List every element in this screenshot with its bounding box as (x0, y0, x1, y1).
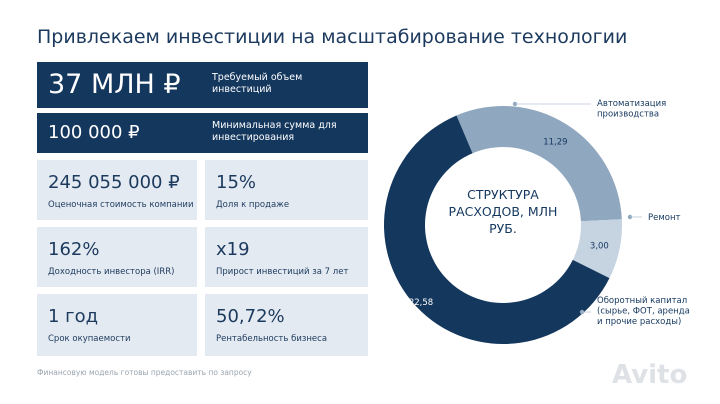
stat-card: 15% Доля к продаже (205, 160, 368, 220)
stat-value: x19 (216, 239, 250, 260)
watermark: Avito (612, 360, 688, 390)
data-label: 3,00 (590, 241, 609, 251)
stat-card: 50,72% Рентабельность бизнеса (205, 294, 368, 356)
highlight-label: Минимальная сумма для инвестирования (212, 120, 337, 143)
title: Привлекаем инвестиции на масштабирование… (37, 26, 628, 48)
highlight-value: 100 000 ₽ (48, 122, 140, 143)
donut-segment (384, 115, 610, 344)
stat-label: Прирост инвестиций за 7 лет (216, 267, 349, 277)
stat-value: 50,72% (216, 306, 285, 327)
stat-value: 245 055 000 ₽ (48, 172, 180, 193)
stat-label: Рентабельность бизнеса (216, 334, 328, 344)
stat-card: 162% Доходность инвестора (IRR) (37, 227, 197, 287)
chart-title: СТРУКТУРА РАСХОДОВ, МЛН РУБ. (449, 187, 558, 236)
footnote: Финансовую модель готовы предоставить по… (37, 368, 252, 377)
stat-card: 245 055 000 ₽ Оценочная стоимость компани… (37, 160, 197, 220)
highlight-value: 37 МЛН ₽ (48, 69, 181, 100)
legend-label: Оборотный капитал (сырье, ФОТ, аренда и пр… (597, 296, 690, 327)
stat-label: Оценочная стоимость компании (48, 200, 194, 210)
stat-value: 15% (216, 172, 257, 193)
stat-card: 1 год Срок окупаемости (37, 294, 197, 356)
stat-value: 162% (48, 239, 100, 260)
stat-label: Срок окупаемости (48, 334, 131, 344)
stat-label: Доля к продаже (216, 200, 290, 210)
highlight: 100 000 ₽ Минимальная сумма для инвестир… (37, 113, 368, 153)
highlight: 37 МЛН ₽ Требуемый объем инвестиций (37, 62, 368, 108)
stat-value: 1 год (48, 306, 99, 327)
donut-segment (456, 106, 622, 222)
stat-card: x19 Прирост инвестиций за 7 лет (205, 227, 368, 287)
stat-label: Доходность инвестора (IRR) (48, 267, 175, 277)
data-label: 22,58 (409, 298, 433, 308)
data-label: 11,29 (543, 138, 567, 148)
legend-label: Автоматизация производства (597, 99, 666, 120)
legend-label: Ремонт (648, 213, 681, 223)
highlight-label: Требуемый объем инвестиций (212, 72, 303, 95)
donut-segment (572, 219, 622, 279)
